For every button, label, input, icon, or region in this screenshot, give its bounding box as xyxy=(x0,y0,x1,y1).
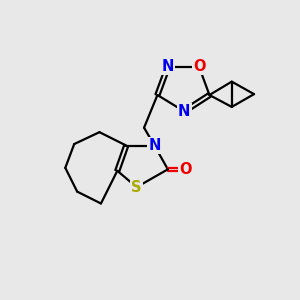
Text: N: N xyxy=(178,104,190,119)
Text: N: N xyxy=(148,138,160,153)
Text: S: S xyxy=(131,180,142,195)
Text: N: N xyxy=(162,59,174,74)
Text: O: O xyxy=(193,59,205,74)
Text: O: O xyxy=(179,162,192,177)
